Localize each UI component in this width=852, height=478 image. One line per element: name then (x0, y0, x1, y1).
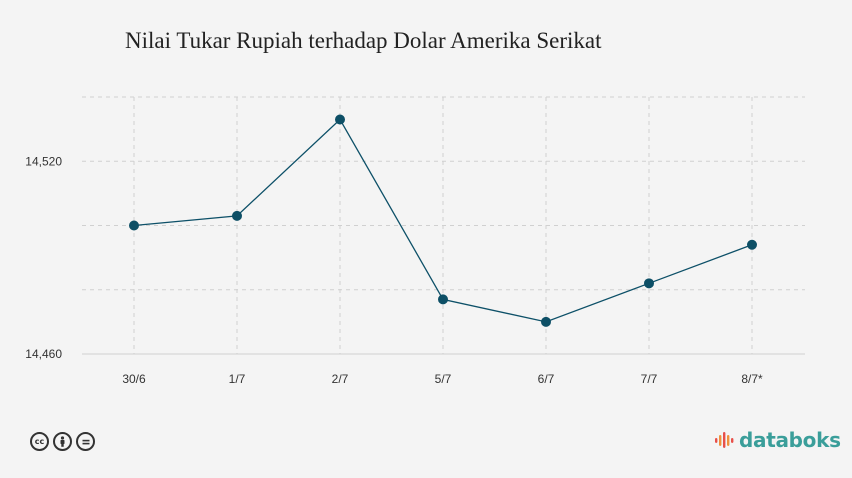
by-icon (53, 432, 72, 451)
y-tick-label: 14,520 (25, 154, 62, 168)
cc-icon: cc (30, 432, 49, 451)
x-tick-label: 6/7 (538, 372, 555, 386)
grid (82, 96, 805, 355)
data-point[interactable] (335, 114, 345, 125)
brand-name: databoks (739, 428, 841, 452)
y-tick-label: 14,460 (25, 347, 62, 361)
license-badges: cc (30, 432, 95, 451)
x-tick-label: 2/7 (332, 372, 349, 386)
x-tick-label: 5/7 (435, 372, 452, 386)
data-point[interactable] (129, 220, 139, 231)
y-axis: 14,460 14,520 (25, 154, 62, 361)
databoks-mark-icon (715, 432, 734, 448)
chart-title: Nilai Tukar Rupiah terhadap Dolar Amerik… (125, 28, 602, 53)
nd-icon (76, 432, 95, 451)
data-point[interactable] (747, 239, 757, 250)
data-point[interactable] (438, 294, 448, 305)
x-axis: 30/6 1/7 2/7 5/7 6/7 7/7 8/7* (122, 372, 763, 386)
x-tick-label: 30/6 (122, 372, 146, 386)
data-point[interactable] (644, 278, 654, 289)
x-tick-label: 8/7* (741, 372, 763, 386)
x-tick-label: 7/7 (641, 372, 658, 386)
x-tick-label: 1/7 (229, 372, 246, 386)
series-layer (129, 114, 757, 327)
data-point[interactable] (232, 210, 242, 221)
brand-logo: databoks (714, 428, 841, 452)
data-point[interactable] (541, 316, 551, 327)
